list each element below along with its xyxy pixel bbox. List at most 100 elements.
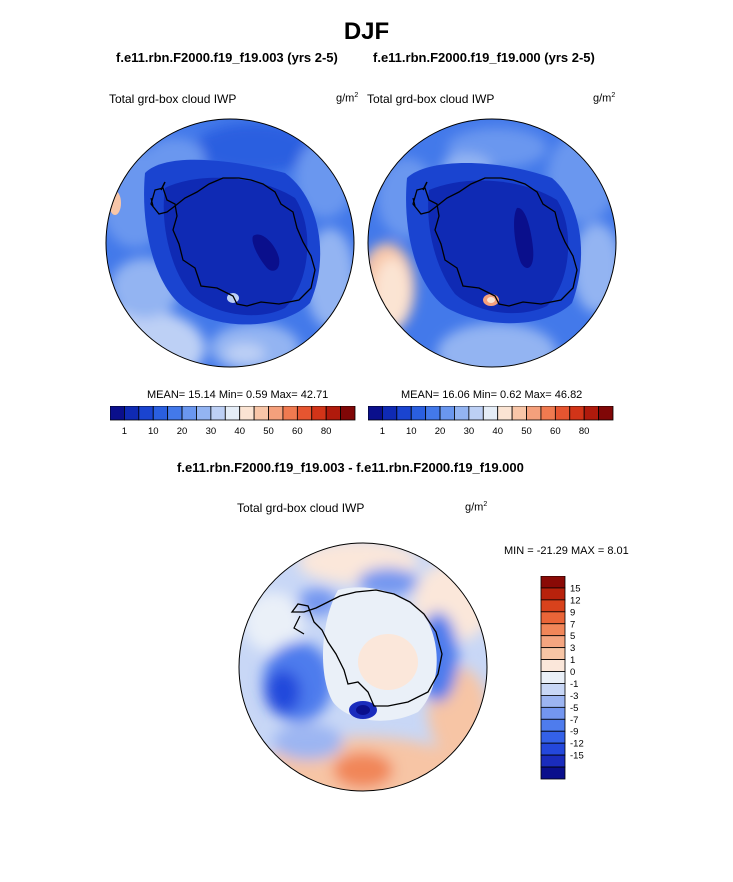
panel2-colorbar-box xyxy=(569,406,585,421)
diff-colorbar-box xyxy=(540,576,566,589)
panel2-colorbar-box xyxy=(497,406,513,421)
panel2-colorbar-box xyxy=(454,406,470,421)
panel2-colorbar-tick-label: 1 xyxy=(380,426,385,437)
panel1-colorbar-box xyxy=(340,406,356,421)
diff-colorbar-box xyxy=(540,754,566,768)
diff-colorbar-tick-label: -7 xyxy=(570,715,578,726)
panel2-colorbar-box xyxy=(511,406,527,421)
panel1-colorbar-box xyxy=(196,406,212,421)
diff-colorbar-tick-label: -12 xyxy=(570,739,584,750)
panel2-colorbar-tick-label: 40 xyxy=(492,426,503,437)
diff-colorbar-tick-label: -5 xyxy=(570,703,578,714)
diff-colorbar-box xyxy=(540,671,566,684)
diff-colorbar-box xyxy=(540,587,566,601)
panel1-colorbar-tick-label: 80 xyxy=(321,426,332,437)
panel1-colorbar-box xyxy=(210,406,226,421)
panel1-colorbar-box xyxy=(296,406,313,421)
diff-colorbar-box xyxy=(540,742,566,756)
diff-colorbar-box xyxy=(540,718,566,732)
diff-colorbar-tick-label: -3 xyxy=(570,691,578,702)
diff-colorbar-tick-label: 12 xyxy=(570,595,581,606)
diff-map xyxy=(238,542,488,792)
panel1-colorbar-box xyxy=(282,406,298,421)
diff-colorbar-tick-label: 9 xyxy=(570,607,575,618)
panel1-colorbar-tick-label: 60 xyxy=(292,426,303,437)
panel2-stats: MEAN= 16.06 Min= 0.62 Max= 46.82 xyxy=(401,389,583,401)
panel2-colorbar-tick-label: 20 xyxy=(435,426,446,437)
panel2-colorbar-box xyxy=(410,406,427,421)
diff-colorbar-box xyxy=(540,659,566,672)
panel1-colorbar-box xyxy=(253,406,269,421)
panel1-subtitle: f.e11.rbn.F2000.f19_f19.003 (yrs 2-5) xyxy=(116,50,338,65)
diff-colorbar-tick-label: 0 xyxy=(570,667,575,678)
panel2-colorbar-box xyxy=(382,406,398,421)
panel2-colorbar-box xyxy=(425,406,441,421)
panel2-colorbar-box xyxy=(554,406,571,421)
panel1-colorbar-tick-label: 30 xyxy=(206,426,217,437)
panel2-colorbar-box xyxy=(598,406,614,421)
diff-colorbar-box xyxy=(540,635,566,649)
panel2-colorbar-tick-label: 60 xyxy=(550,426,561,437)
diff-colorbar-tick-label: 3 xyxy=(570,643,575,654)
diff-colorbar-box xyxy=(540,730,566,744)
diff-colorbar-tick-label: -9 xyxy=(570,727,578,738)
diff-unit: g/m2 xyxy=(465,501,488,514)
panel1-colorbar-box xyxy=(239,406,255,421)
diff-colorbar-tick-label: -15 xyxy=(570,751,584,762)
panel2-variable-label: Total grd-box cloud IWP xyxy=(367,92,495,106)
panel2-colorbar-box xyxy=(526,406,542,421)
panel1-colorbar-tick-label: 10 xyxy=(148,426,159,437)
panel2-colorbar-box xyxy=(583,406,599,421)
diff-colorbar-tick-label: 5 xyxy=(570,631,575,642)
panel2-colorbar-tick-label: 80 xyxy=(579,426,590,437)
diff-colorbar-box xyxy=(540,647,566,660)
panel2-colorbar-box xyxy=(540,406,556,421)
panel1-unit: g/m2 xyxy=(336,92,359,105)
panel1-map xyxy=(105,118,355,368)
panel1-colorbar-box xyxy=(325,406,341,421)
diff-colorbar-tick-label: 15 xyxy=(570,583,581,594)
diff-colorbar-tick-label: 7 xyxy=(570,619,575,630)
panel2-colorbar-tick-label: 10 xyxy=(406,426,417,437)
panel2-colorbar-box xyxy=(368,406,383,421)
panel2-colorbar-tick-label: 50 xyxy=(521,426,532,437)
diff-colorbar-box xyxy=(540,766,566,780)
panel1-colorbar-tick-label: 20 xyxy=(177,426,188,437)
panel1-colorbar-box xyxy=(167,406,183,421)
panel1-colorbar-box xyxy=(311,406,327,421)
figure-title: DJF xyxy=(343,18,390,45)
panel1-colorbar-box xyxy=(224,406,241,421)
diff-colorbar-box xyxy=(540,611,566,625)
panel1-variable-label: Total grd-box cloud IWP xyxy=(109,92,237,106)
panel2-colorbar: 1 10 20 30 40 50 60 80 xyxy=(368,406,614,437)
diff-colorbar-tick-label: -1 xyxy=(570,679,578,690)
diff-variable-label: Total grd-box cloud IWP xyxy=(237,501,365,515)
panel1-stats: MEAN= 15.14 Min= 0.59 Max= 42.71 xyxy=(147,389,329,401)
panel2-map xyxy=(367,118,617,368)
panel1-colorbar-box xyxy=(124,406,140,421)
diff-colorbar-box xyxy=(540,623,566,637)
panel1-colorbar-tick-label: 40 xyxy=(234,426,245,437)
diff-colorbar-box xyxy=(540,683,566,696)
panel2-colorbar-box xyxy=(482,406,499,421)
diff-stats: MIN = -21.29 MAX = 8.01 xyxy=(504,545,629,557)
panel1-colorbar-box xyxy=(268,406,284,421)
panel2-subtitle: f.e11.rbn.F2000.f19_f19.000 (yrs 2-5) xyxy=(373,50,595,65)
panel2-unit: g/m2 xyxy=(593,92,616,105)
diff-subtitle: f.e11.rbn.F2000.f19_f19.003 - f.e11.rbn.… xyxy=(177,460,524,475)
diff-colorbar-tick-label: 1 xyxy=(570,655,575,666)
panel1-colorbar-tick-label: 1 xyxy=(122,426,127,437)
panel2-colorbar-box xyxy=(468,406,484,421)
panel1-colorbar-box xyxy=(110,406,125,421)
panel1-colorbar-box xyxy=(181,406,197,421)
diff-colorbar-box xyxy=(540,695,566,708)
diff-colorbar-box xyxy=(540,706,566,720)
panel1-colorbar: 1 10 20 30 40 50 60 80 xyxy=(110,406,356,437)
panel2-colorbar-box xyxy=(439,406,455,421)
panel1-colorbar-box xyxy=(152,406,169,421)
panel2-colorbar-box xyxy=(396,406,412,421)
panel1-colorbar-tick-label: 50 xyxy=(263,426,274,437)
panel1-colorbar-box xyxy=(138,406,154,421)
panel2-colorbar-tick-label: 30 xyxy=(464,426,475,437)
